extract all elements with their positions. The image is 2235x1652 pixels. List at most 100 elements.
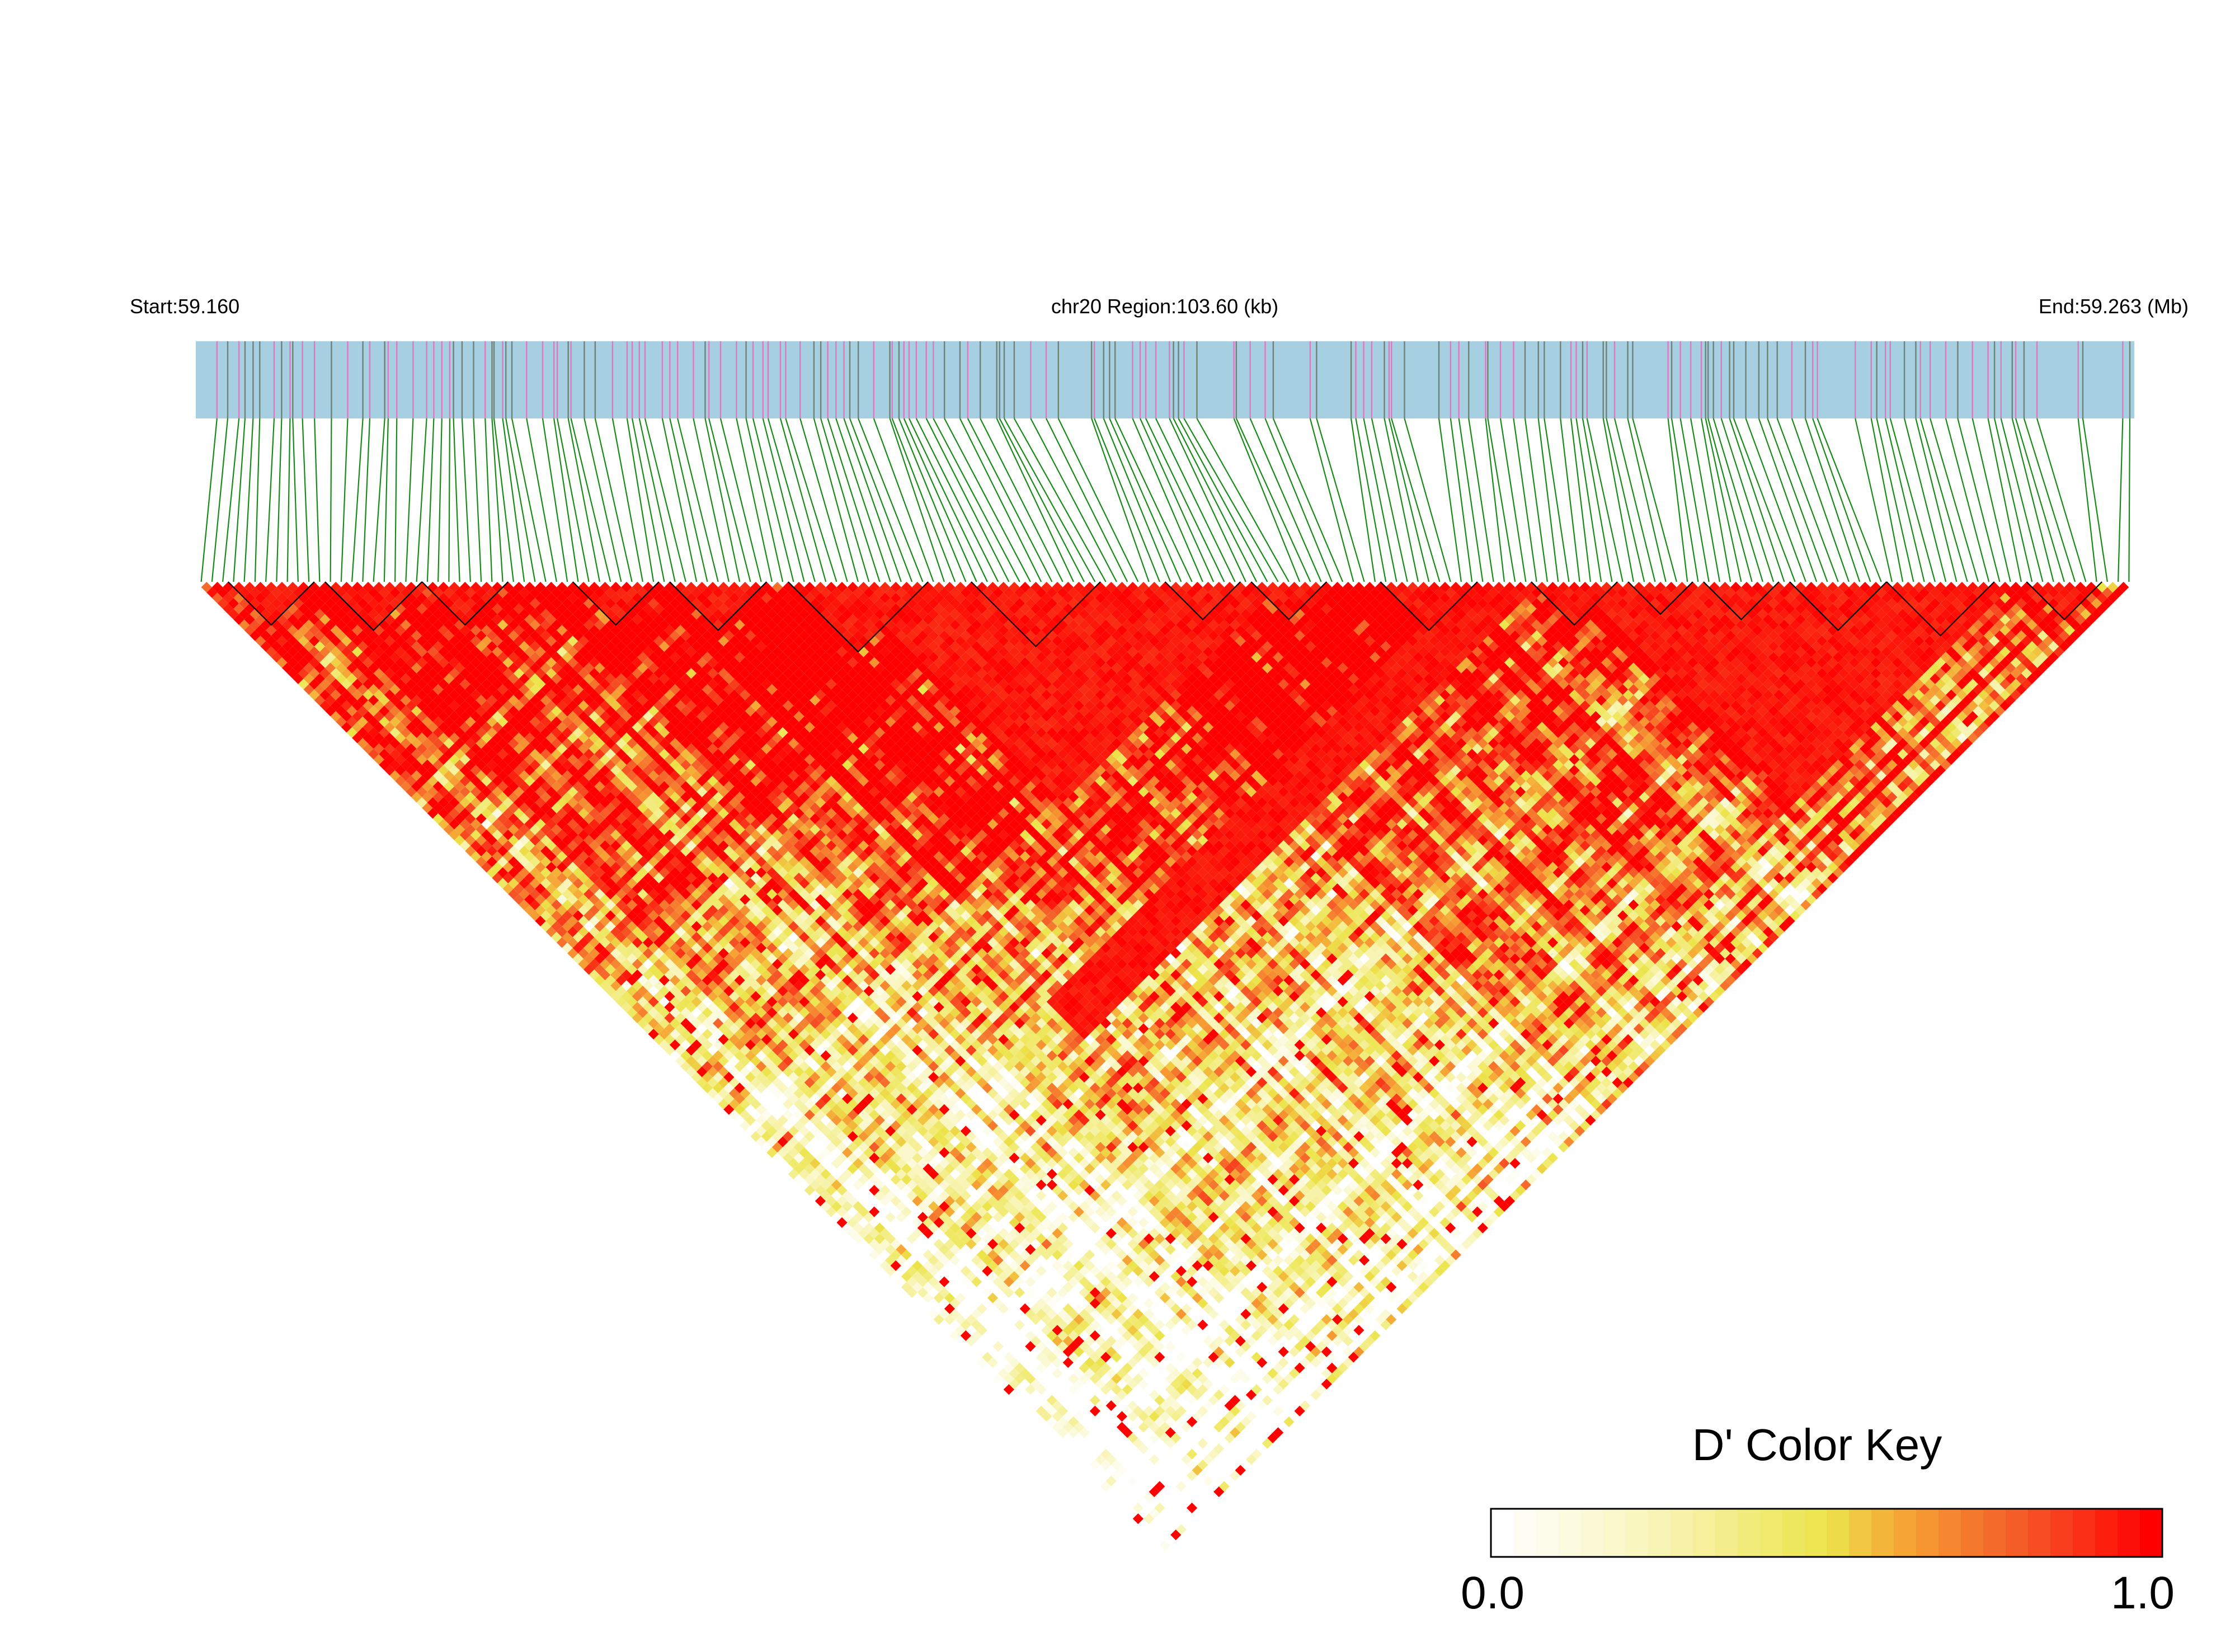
snp-connector-line: [1178, 418, 1268, 582]
snp-connector-line: [1945, 418, 1990, 582]
snp-connector-line: [661, 418, 698, 582]
snp-connector-line: [1145, 418, 1225, 582]
snp-connector-line: [2011, 418, 2054, 582]
snp-connector-line: [1876, 418, 1914, 582]
snp-connector-line: [849, 418, 913, 582]
snp-connector-line: [1499, 418, 1527, 582]
snp-connector-line: [745, 418, 784, 582]
snp-connector-line: [669, 418, 708, 582]
snp-connector-line: [265, 418, 275, 582]
snp-connector-line: [437, 418, 443, 582]
snp-connector-line: [1458, 418, 1484, 582]
snp-connector-line: [813, 418, 859, 582]
snp-connector-line: [1804, 418, 1861, 582]
snp-connector-line: [1602, 418, 1634, 582]
snp-connector-line: [996, 418, 1074, 582]
snp-connector-line: [1046, 418, 1128, 582]
snp-connector-line: [2118, 418, 2124, 582]
snp-connector-line: [827, 418, 881, 582]
snp-connector-line: [999, 418, 1085, 582]
snp-connector-line: [1745, 418, 1806, 582]
snp-connector-line: [1544, 418, 1570, 582]
snp-connector-line: [461, 418, 471, 582]
snp-connector-line: [677, 418, 719, 582]
snp-connector-line: [1582, 418, 1613, 582]
snp-connector-line: [1606, 418, 1645, 582]
snp-connector-line: [362, 418, 371, 582]
snp-connector-line: [644, 418, 686, 582]
snp-connector-line: [1791, 418, 1850, 582]
snp-connector-line: [1468, 418, 1494, 582]
snp-connector-line: [1679, 418, 1710, 582]
snp-connector-line: [2128, 418, 2131, 582]
snp-connector-line: [1350, 418, 1376, 582]
region-start-label: Start:59.160: [130, 295, 239, 318]
region-title-label: chr20 Region:103.60 (kb): [1051, 295, 1278, 318]
snp-connector-line: [493, 418, 514, 582]
snp-connector-line: [1817, 418, 1882, 582]
snp-connector-line: [448, 418, 451, 582]
snp-connector-line: [1627, 418, 1667, 582]
snp-connector-line: [1272, 418, 1344, 582]
snp-connector-line: [626, 418, 655, 582]
snp-connector-line: [1758, 418, 1818, 582]
snp-connector-line: [1388, 418, 1430, 582]
snp-connector-line: [944, 418, 1031, 582]
snp-connector-line: [693, 418, 730, 582]
snp-connector-line: [799, 418, 848, 582]
snp-connector-line: [1114, 418, 1193, 582]
snp-connector-line: [243, 418, 254, 582]
snp-ticks: [216, 341, 2131, 418]
snp-connector-line: [898, 418, 967, 582]
snp-connector-line: [1004, 418, 1096, 582]
snp-connector-line: [1249, 418, 1322, 582]
snp-connector-line: [1173, 418, 1258, 582]
snp-connector-line: [785, 418, 837, 582]
snp-connector-line: [752, 418, 794, 582]
snp-connector-line: [1264, 418, 1333, 582]
snp-connector-line: [908, 418, 988, 582]
snp-connector-line: [1355, 418, 1387, 582]
snp-connector-line: [631, 418, 665, 582]
snp-connector-line: [1183, 418, 1279, 582]
snp-connector-line: [1671, 418, 1699, 582]
snp-connector-line: [1030, 418, 1117, 582]
snp-connector-line: [340, 418, 349, 582]
snp-connector-line: [553, 418, 579, 582]
snp-connector-line: [1776, 418, 1839, 582]
snp-connector-line: [889, 418, 945, 582]
snp-connector-line: [405, 418, 414, 582]
snp-connector-line: [762, 418, 805, 582]
snp-connector-line: [1632, 418, 1677, 582]
snp-connector-line: [1586, 418, 1624, 582]
snp-connector-line: [1994, 418, 2033, 582]
snp-connector-line: [843, 418, 902, 582]
snp-connector-line: [1705, 418, 1742, 582]
snp-connector-line: [1575, 418, 1602, 582]
snp-connector-line: [373, 418, 385, 582]
snp-connector-line: [903, 418, 977, 582]
snp-connector-line: [302, 418, 310, 582]
snp-connector-line: [556, 418, 590, 582]
snp-connector-line: [1915, 418, 1958, 582]
snp-connector-line: [1316, 418, 1365, 582]
snp-connector-line: [1885, 418, 1925, 582]
snp-connector-line: [292, 418, 299, 582]
snp-connector-line: [594, 418, 633, 582]
snp-connector-line: [2077, 418, 2097, 582]
snp-connector-line: [1889, 418, 1936, 582]
snp-connector-lines: [200, 418, 2131, 582]
snp-connector-line: [704, 418, 741, 582]
snp-connector-line: [567, 418, 600, 582]
snp-connector-line: [980, 418, 1064, 582]
snp-connector-line: [1729, 418, 1785, 582]
snp-connector-line: [915, 418, 999, 582]
snp-connector-line: [1363, 418, 1398, 582]
snp-connector-line: [584, 418, 622, 582]
snp-connector-line: [1091, 418, 1150, 582]
snp-connector-line: [330, 418, 332, 582]
snp-connector-line: [967, 418, 1053, 582]
snp-connector-line: [473, 418, 482, 582]
snp-position-track: [196, 341, 2134, 418]
